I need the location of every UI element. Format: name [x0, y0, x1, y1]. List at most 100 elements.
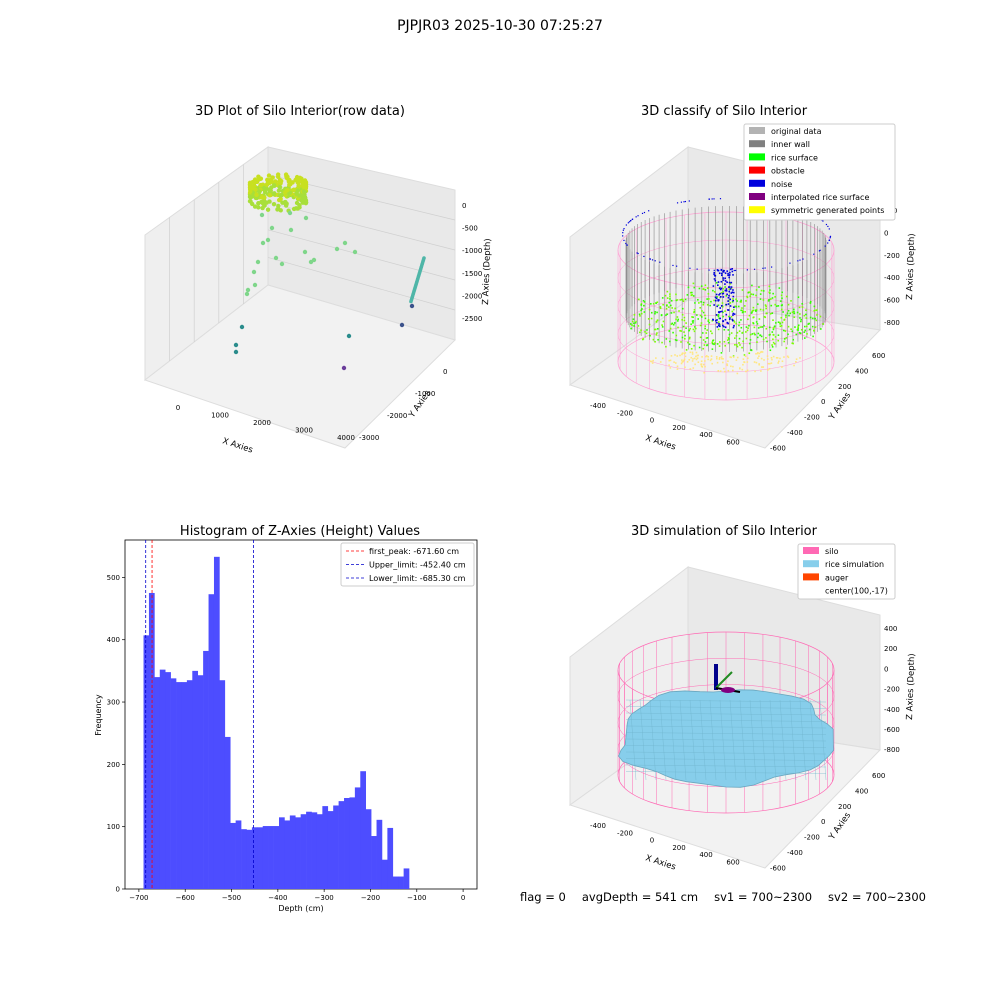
legend-label: original data	[771, 127, 822, 136]
x-tick-label: 3000	[295, 427, 313, 435]
rice-surface-point	[661, 297, 664, 299]
classify-z-label: Z Axies (Depth)	[905, 233, 917, 300]
noise-point	[713, 273, 715, 276]
x-tick-label: −700	[129, 894, 148, 902]
rice-surface-point	[706, 303, 709, 306]
symmetric-point	[732, 356, 735, 358]
avg-depth-value: avgDepth = 541 cm	[581, 890, 699, 904]
rice-surface-point	[771, 346, 774, 348]
z-tick-label: -200	[884, 686, 900, 694]
classify-plot-title: 3D classify of Silo Interior	[640, 104, 808, 119]
rice-surface-point	[747, 327, 749, 329]
y-tick-label: 600	[872, 352, 885, 360]
noise-point	[729, 288, 732, 290]
rice-surface-point	[814, 326, 817, 328]
rice-surface-point	[741, 346, 743, 349]
legend-swatch	[749, 179, 765, 187]
symmetric-point	[745, 370, 747, 373]
x-tick-label: 400	[699, 431, 712, 439]
symmetric-point	[674, 354, 676, 356]
rice-surface-point	[763, 324, 765, 327]
rice-surface-point	[700, 316, 703, 318]
noise-point	[720, 268, 723, 271]
x-tick-label: 600	[726, 859, 739, 867]
rice-surface-point	[675, 334, 678, 337]
surface-mesh-line	[625, 771, 827, 774]
y-tick-label: 600	[872, 772, 885, 780]
rice-surface-point	[740, 299, 742, 302]
rice-surface-point	[679, 329, 681, 332]
symmetric-point	[736, 356, 739, 359]
rice-surface-point	[777, 339, 780, 342]
rice-surface-point	[720, 291, 723, 294]
symmetric-point	[716, 361, 719, 364]
symmetric-point	[768, 367, 771, 370]
rice-surface-point	[782, 311, 784, 313]
symmetric-point	[721, 357, 723, 360]
y-tick-label: 200	[107, 761, 120, 769]
rice-surface-point	[665, 345, 667, 348]
rice-surface-point	[718, 317, 721, 320]
histogram-bar	[246, 829, 253, 889]
noise-point	[643, 211, 646, 214]
symmetric-point	[718, 358, 721, 360]
data-point	[251, 269, 257, 275]
rice-surface-point	[707, 298, 710, 300]
x-tick-label: -200	[617, 829, 633, 837]
rice-surface-point	[719, 341, 721, 343]
y-tick-label: 0	[116, 886, 120, 894]
rice-surface-point	[640, 312, 643, 315]
noise-point	[726, 281, 728, 284]
symmetric-point	[761, 351, 764, 353]
symmetric-point	[744, 355, 747, 358]
rice-surface-point	[744, 310, 746, 313]
rice-surface-point	[787, 309, 790, 312]
noise-point	[753, 268, 756, 270]
rice-surface-point	[680, 341, 682, 343]
rice-surface-point	[699, 324, 702, 327]
histogram-bar	[360, 771, 367, 889]
rice-surface-point	[693, 308, 696, 311]
symmetric-point	[763, 359, 765, 361]
noise-point	[730, 286, 733, 288]
rice-surface-point	[748, 352, 751, 355]
histogram-bar	[251, 827, 258, 889]
rice-surface-point	[816, 314, 818, 316]
rice-surface-point	[684, 298, 687, 301]
histogram-bar	[349, 797, 356, 889]
rice-surface-point	[686, 294, 689, 296]
rice-surface-point	[685, 327, 687, 330]
data-point	[255, 259, 261, 265]
rice-surface-point	[672, 323, 675, 326]
rice-surface-point	[704, 317, 707, 320]
noise-point	[708, 198, 710, 200]
rice-surface-point	[706, 344, 708, 347]
noise-point	[727, 296, 730, 299]
symmetric-point	[689, 351, 692, 354]
rice-surface-point	[707, 320, 710, 322]
rice-surface-point	[752, 293, 755, 296]
y-tick-label: 400	[855, 367, 868, 375]
rice-surface-point	[640, 329, 642, 332]
symmetric-point	[701, 366, 704, 368]
rice-surface-point	[689, 291, 692, 294]
rice-surface-point	[735, 344, 738, 346]
histogram-bar	[213, 556, 220, 889]
rice-surface-point	[772, 327, 775, 329]
rice-surface-point	[688, 329, 690, 332]
noise-point	[729, 298, 732, 301]
y-tick-label: 0	[821, 818, 825, 826]
rice-surface-point	[781, 321, 784, 324]
rice-surface-point	[762, 290, 765, 292]
noise-point	[721, 310, 723, 313]
symmetric-point	[795, 358, 798, 361]
rice-surface-point	[794, 326, 796, 328]
histogram-bar	[354, 787, 361, 889]
noise-point	[735, 269, 737, 272]
histogram-y-label: Frequency	[94, 694, 103, 736]
noise-point	[713, 304, 715, 306]
symmetric-point	[770, 356, 773, 359]
legend-swatch	[749, 193, 765, 200]
noise-point	[729, 305, 732, 307]
x-tick-label: 200	[672, 424, 685, 432]
